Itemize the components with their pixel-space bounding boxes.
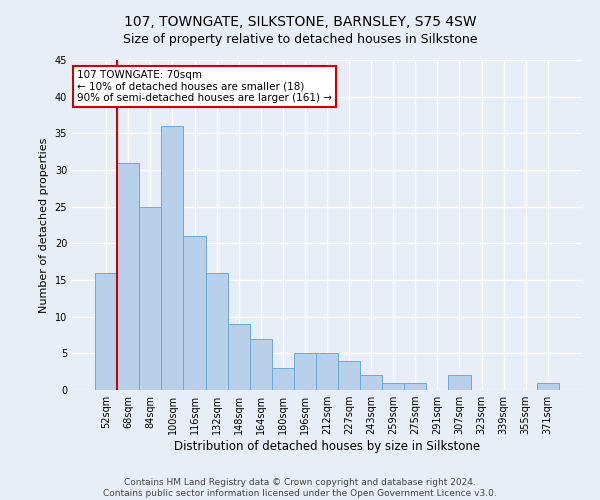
Text: Size of property relative to detached houses in Silkstone: Size of property relative to detached ho… [123, 32, 477, 46]
Text: 107, TOWNGATE, SILKSTONE, BARNSLEY, S75 4SW: 107, TOWNGATE, SILKSTONE, BARNSLEY, S75 … [124, 15, 476, 29]
Bar [448, 376, 470, 390]
Bar [250, 338, 272, 390]
Bar [184, 236, 206, 390]
Bar [206, 272, 227, 390]
Bar [360, 376, 382, 390]
Bar [117, 162, 139, 390]
Bar [338, 360, 360, 390]
Bar [537, 382, 559, 390]
Text: Contains HM Land Registry data © Crown copyright and database right 2024.
Contai: Contains HM Land Registry data © Crown c… [103, 478, 497, 498]
Y-axis label: Number of detached properties: Number of detached properties [39, 138, 49, 312]
X-axis label: Distribution of detached houses by size in Silkstone: Distribution of detached houses by size … [174, 440, 480, 453]
Bar [316, 354, 338, 390]
Bar [95, 272, 117, 390]
Text: 107 TOWNGATE: 70sqm
← 10% of detached houses are smaller (18)
90% of semi-detach: 107 TOWNGATE: 70sqm ← 10% of detached ho… [77, 70, 332, 103]
Bar [139, 206, 161, 390]
Bar [382, 382, 404, 390]
Bar [404, 382, 427, 390]
Bar [272, 368, 294, 390]
Bar [227, 324, 250, 390]
Bar [294, 354, 316, 390]
Bar [161, 126, 184, 390]
